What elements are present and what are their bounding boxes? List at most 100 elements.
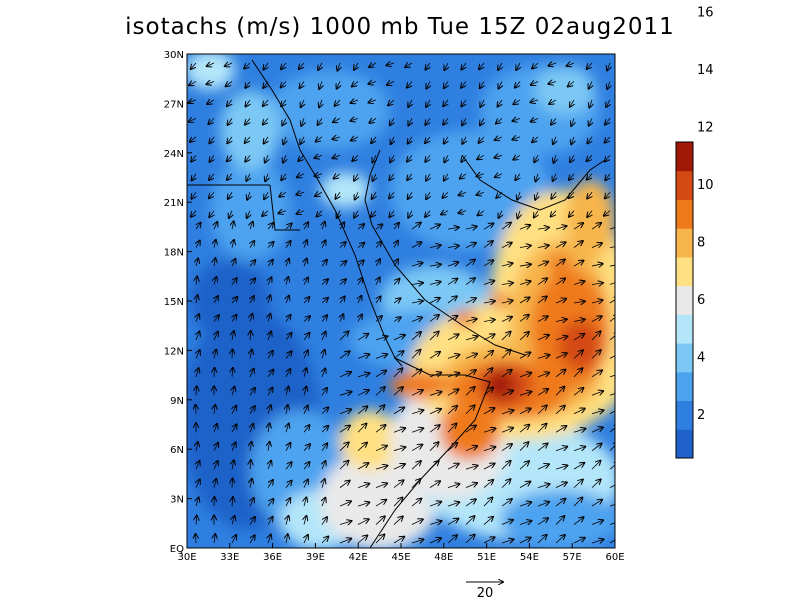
- wind-vector: [354, 62, 358, 70]
- wind-vector: [429, 409, 441, 415]
- wind-vector: [465, 227, 477, 230]
- wind-vector: [496, 118, 503, 123]
- wind-vector: [192, 173, 196, 181]
- wind-vector: [316, 137, 323, 142]
- wind-vector: [196, 386, 197, 396]
- wind-vector: [573, 301, 585, 303]
- wind-vector: [322, 332, 326, 341]
- wind-vector: [447, 334, 459, 341]
- wind-vector: [519, 425, 529, 433]
- wind-vector: [429, 282, 441, 285]
- wind-vector: [573, 261, 584, 267]
- wind-vector: [447, 355, 459, 359]
- wind-vector: [250, 424, 253, 433]
- wind-vector: [191, 155, 196, 161]
- wind-vector: [429, 225, 440, 230]
- wind-vector: [587, 173, 593, 180]
- wind-vector: [268, 461, 271, 470]
- lon-tick-label: 36E: [263, 552, 282, 563]
- wind-vector: [444, 136, 448, 144]
- wind-vector: [296, 192, 305, 194]
- wind-vector: [426, 62, 431, 70]
- wind-vector: [604, 211, 611, 216]
- colorbar-swatch: [676, 199, 693, 229]
- wind-vector: [429, 502, 441, 507]
- wind-vector: [609, 264, 615, 267]
- wind-vector: [537, 355, 550, 359]
- wind-vector: [191, 210, 196, 217]
- wind-vector: [250, 442, 252, 451]
- wind-vector: [268, 223, 273, 230]
- wind-vector: [573, 480, 583, 488]
- wind-vector: [411, 332, 421, 341]
- wind-vector: [357, 354, 369, 358]
- wind-vector: [375, 316, 382, 322]
- wind-vector: [555, 482, 567, 488]
- wind-vector: [429, 332, 439, 341]
- wind-vector: [591, 500, 602, 507]
- wind-vector: [480, 81, 484, 88]
- wind-vector: [591, 461, 601, 470]
- wind-vector: [465, 446, 477, 452]
- wind-vector: [214, 443, 218, 451]
- wind-vector: [483, 301, 495, 303]
- wind-vector: [375, 466, 387, 470]
- wind-vector: [214, 424, 217, 433]
- wind-vector: [537, 262, 548, 267]
- wind-vector: [411, 519, 423, 525]
- wind-vector: [352, 155, 359, 161]
- wind-vector: [375, 354, 387, 358]
- wind-vector: [303, 297, 309, 304]
- wind-vector: [196, 350, 200, 359]
- wind-vector: [512, 137, 521, 140]
- wind-vector: [300, 136, 304, 144]
- wind-vector: [411, 390, 423, 396]
- wind-vector: [477, 192, 485, 195]
- wind-vector: [214, 296, 218, 304]
- wind-vector: [411, 410, 423, 414]
- wind-vector: [605, 118, 610, 124]
- colorbar-swatch: [676, 314, 693, 344]
- wind-vector: [214, 479, 216, 488]
- wind-vector: [444, 62, 448, 70]
- wind-vector: [501, 243, 512, 248]
- lat-tick-label: 15N: [164, 297, 184, 308]
- wind-vector: [591, 391, 603, 396]
- wind-vector: [501, 332, 511, 341]
- lat-tick-label: 24N: [164, 149, 184, 160]
- wind-vector: [537, 245, 549, 247]
- wind-vector: [209, 173, 214, 180]
- wind-vector: [371, 210, 376, 217]
- wind-vector: [465, 260, 475, 267]
- wind-vector: [285, 462, 292, 470]
- wind-vector: [537, 484, 550, 488]
- wind-vector: [337, 210, 340, 218]
- wind-vector: [537, 228, 549, 230]
- wind-vector: [411, 283, 423, 285]
- wind-vector: [537, 296, 547, 304]
- wind-vector: [537, 535, 547, 544]
- wind-vector: [447, 502, 459, 506]
- wind-vector: [322, 350, 325, 359]
- wind-vector: [304, 240, 307, 248]
- longitude-axis: 30E 33E 36E 39E 42E 45E 48E 51E 54E 57E 60E: [177, 543, 625, 563]
- wind-vector: [447, 246, 459, 248]
- wind-vector: [591, 223, 601, 230]
- wind-vector: [214, 405, 215, 414]
- wind-vector: [480, 118, 484, 125]
- wind-vector: [535, 192, 538, 199]
- wind-vector: [609, 504, 615, 507]
- wind-vector: [444, 155, 448, 162]
- colorbar: 2 4 6 8 10 12 14 16: [675, 6, 714, 459]
- wind-vector: [465, 405, 475, 415]
- wind-vector: [339, 501, 351, 507]
- wind-vector: [408, 192, 412, 199]
- wind-vector: [447, 279, 457, 285]
- latitude-axis: EQ 3N 6N 9N 12N 15N 18N 21N 24N 27N 30N: [164, 50, 192, 555]
- wind-vector: [322, 315, 327, 322]
- wind-vector: [319, 99, 322, 107]
- wind-vector: [268, 423, 270, 433]
- wind-vector: [425, 155, 430, 161]
- wind-vector: [519, 408, 531, 415]
- wind-vector: [591, 444, 602, 452]
